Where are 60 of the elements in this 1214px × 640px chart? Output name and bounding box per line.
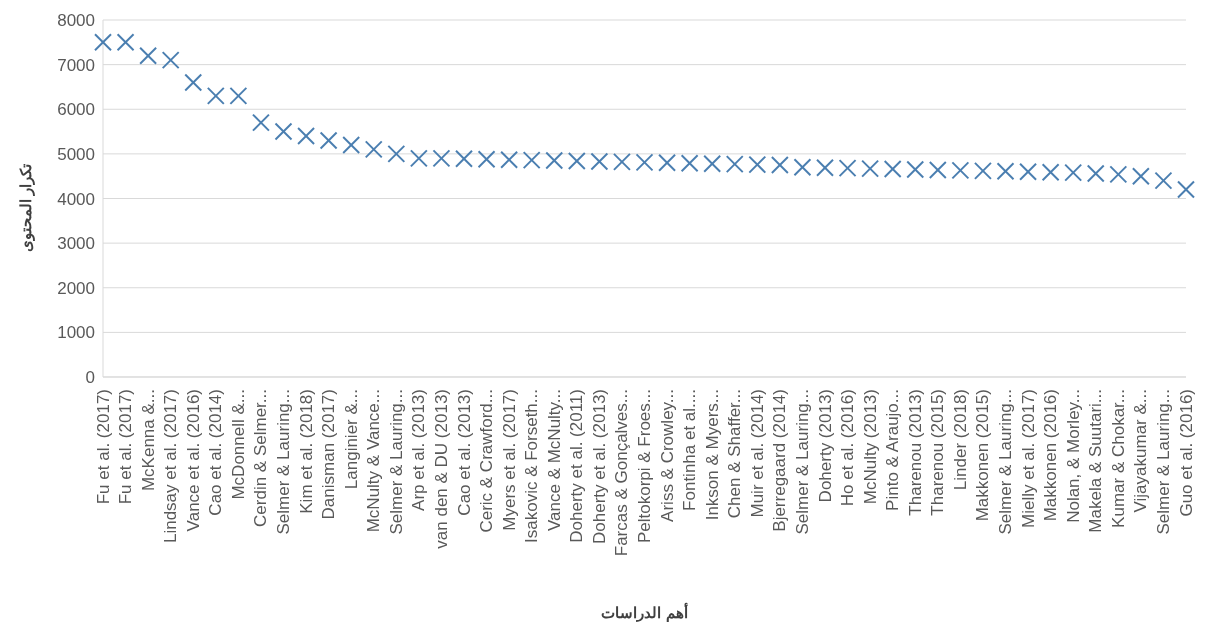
x-axis-title: أهم الدراسات [600,604,689,622]
x-tick-label: Selmer & Lauring... [792,389,812,535]
x-tick-label: Kim et al. (2018) [296,389,316,514]
x-tick-label: Danisman (2017) [319,389,339,520]
x-tick-label: Selmer & Lauring... [274,389,293,535]
x-tick-label: Myers et al. (2017) [499,389,519,531]
x-tick-label: Vijayakumar &... [1131,389,1151,513]
x-tick-label: Ariss & Crowley... [657,389,677,522]
x-tick-label: Selmer & Lauring... [996,389,1015,535]
y-tick-label: 8000 [57,11,95,31]
x-tick-label: Doherty et al. (2013) [589,389,609,544]
x-tick-label: Guo et al. (2016) [1176,389,1196,517]
x-tick-label: Vance & McNulty... [544,389,564,532]
x-tick-label: Isakovic & Forseth... [522,389,542,543]
x-tick-label: Ceric & Crawford... [477,389,497,533]
x-tick-label: Tharenou (2015) [928,389,948,516]
x-tick-label: Makkonen (2015) [973,389,993,522]
x-tick-label: Linder (2018) [950,389,970,491]
x-tick-label: McNulty & Vance... [364,389,384,533]
x-tick-label: Kumar & Chokar... [1108,389,1128,528]
x-tick-label: McDonnell &... [228,389,248,500]
y-tick-label: 2000 [57,278,95,298]
x-tick-label: Pinto & Araujo... [883,389,903,511]
x-tick-label: Langinier &... [341,389,361,490]
x-tick-label: Cerdin & Selmer... [251,389,271,527]
y-tick-label: 1000 [57,323,95,343]
x-tick-label: Peltokorpi & Froes... [635,389,654,544]
x-tick-label: Mielly et al. (2017) [1018,389,1038,528]
y-tick-label: 4000 [57,189,95,209]
y-axis-title: تكرار المحتوى [17,163,36,253]
x-tick-label: Cao et al. (2013) [454,389,474,516]
x-tick-label: Bjerregaard (2014) [770,389,790,532]
x-tick-label: Fu et al. (2017) [93,389,113,505]
x-tick-label: Doherty (2013) [815,389,835,503]
x-tick-label: Fontinha et al.... [680,389,700,511]
x-tick-label: Inkson & Myers... [702,389,722,521]
y-tick-label: 6000 [57,100,95,120]
x-tick-label: Farcas & Gonçalves... [612,389,632,557]
x-tick-label: Makkonen (2016) [1041,389,1061,522]
y-tick-label: 3000 [57,234,95,254]
x-tick-label: Cao et al. (2014) [206,389,226,516]
x-tick-label: Vance et al. (2016) [183,389,203,532]
y-tick-label: 5000 [57,144,95,164]
x-tick-label: Muir et al. (2014) [747,389,767,518]
x-tick-label: McKenna &... [138,389,158,492]
x-tick-label: Selmer & Lauring... [386,389,406,535]
x-tick-label: McNulty (2013) [860,389,880,505]
x-tick-label: Makela & Suutari... [1086,389,1106,533]
x-tick-label: Arp et al. (2013) [409,389,429,511]
x-tick-label: Fu et al. (2017) [116,389,136,505]
x-tick-label: Nolan, & Morley... [1063,389,1083,523]
y-tick-label: 7000 [57,55,95,75]
x-tick-label: Chen & Shaffer... [725,389,745,519]
x-tick-label: Ho et al. (2016) [838,389,858,507]
x-tick-label: Lindsay et al. (2017) [161,389,181,544]
x-tick-label: Selmer & Lauring... [1153,389,1173,535]
x-tick-label: Doherty et al. (2011) [567,389,587,543]
x-tick-label: Tharenou (2013) [905,389,925,516]
y-tick-label: 0 [85,368,95,388]
x-tick-label: van den & DU (2013) [431,389,451,549]
